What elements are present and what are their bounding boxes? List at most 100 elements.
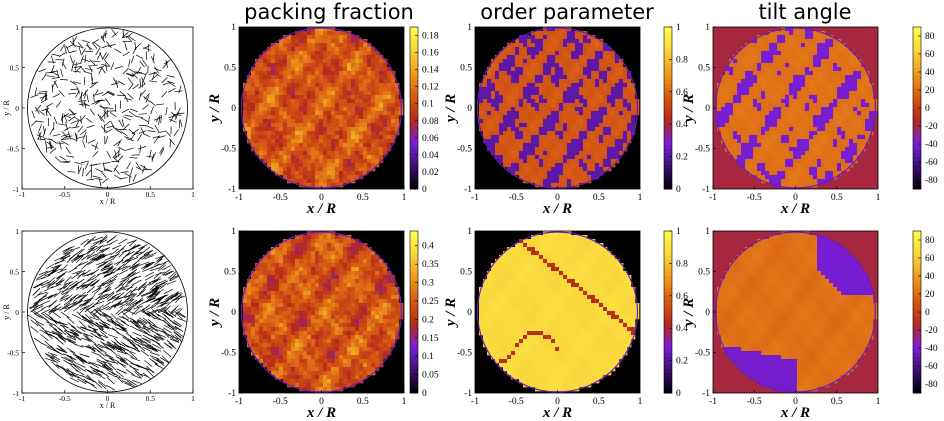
heatmap-cell <box>599 123 604 128</box>
heatmap-cell <box>363 127 368 132</box>
heatmap-cell <box>563 115 568 120</box>
heatmap-cell <box>507 51 512 56</box>
heatmap-cell <box>793 107 798 112</box>
heatmap-cell <box>255 151 260 156</box>
colorbar-step <box>664 79 672 85</box>
heatmap-cell <box>725 71 730 76</box>
heatmap-cell <box>575 151 580 156</box>
rod <box>164 294 174 301</box>
heatmap-cell <box>825 67 830 72</box>
heatmap-cell <box>809 87 814 92</box>
heatmap-cell <box>809 31 814 36</box>
rod <box>138 113 147 115</box>
heatmap-cell <box>359 83 364 88</box>
heatmap-cell <box>631 87 636 92</box>
rod <box>98 381 107 389</box>
heatmap-cell <box>849 95 854 100</box>
heatmap-cell <box>733 103 738 108</box>
heatmap-cell <box>793 183 798 188</box>
heatmap-cell <box>749 103 754 108</box>
rod <box>124 172 132 178</box>
heatmap-cell <box>483 83 488 88</box>
heatmap-cell <box>527 67 532 72</box>
heatmap-cell <box>495 131 500 136</box>
heatmap-cell <box>279 139 284 144</box>
rod <box>73 66 82 68</box>
heatmap-cell <box>821 67 826 72</box>
heatmap-cell <box>857 59 862 64</box>
heatmap-cell <box>551 83 556 88</box>
heatmap-cell <box>821 91 826 96</box>
heatmap-cell <box>299 127 304 132</box>
heatmap-cell <box>563 111 568 116</box>
heatmap-cell <box>627 87 632 92</box>
heatmap-cell <box>837 115 842 120</box>
rod <box>91 101 99 105</box>
heatmap-cell <box>291 143 296 148</box>
heatmap-cell <box>579 119 584 124</box>
heatmap-cell <box>797 107 802 112</box>
heatmap-cell <box>343 35 348 40</box>
rod <box>172 295 181 302</box>
heatmap-cell <box>311 147 316 152</box>
heatmap-cell <box>295 111 300 116</box>
rod <box>128 68 136 74</box>
heatmap-cell <box>853 135 858 140</box>
heatmap-cell <box>631 103 636 108</box>
heatmap-cell <box>599 43 604 48</box>
rod <box>46 75 55 78</box>
heatmap-cell <box>511 143 516 148</box>
heatmap-cell <box>611 135 616 140</box>
heatmap-cell <box>379 151 384 156</box>
heatmap-cell <box>283 135 288 140</box>
heatmap-cell <box>271 131 276 136</box>
rod <box>140 126 145 135</box>
heatmap-cell <box>861 71 866 76</box>
heatmap-cell <box>343 167 348 172</box>
heatmap-cell <box>575 103 580 108</box>
heatmap-cell <box>279 171 284 176</box>
heatmap-cell <box>523 91 528 96</box>
heatmap-cell <box>801 27 806 32</box>
heatmap-cell <box>861 103 866 108</box>
heatmap-cell <box>729 79 734 84</box>
heatmap-cell <box>507 151 512 156</box>
heatmap-cell <box>247 87 252 92</box>
heatmap-cell <box>555 51 560 56</box>
heatmap-cell <box>551 39 556 44</box>
heatmap-cell <box>535 143 540 148</box>
heatmap-cell <box>379 59 384 64</box>
heatmap-cell <box>259 111 264 116</box>
heatmap-cell <box>243 127 248 132</box>
heatmap-cell <box>503 123 508 128</box>
rod <box>135 162 141 170</box>
heatmap-cell <box>607 111 612 116</box>
heatmap-cell <box>279 151 284 156</box>
heatmap-cell <box>567 63 572 68</box>
heatmap-cell <box>849 127 854 132</box>
heatmap-cell <box>725 119 730 124</box>
heatmap-cell <box>729 67 734 72</box>
rod <box>121 278 130 287</box>
heatmap-cell <box>753 99 758 104</box>
heatmap-cell <box>491 99 496 104</box>
heatmap-cell <box>745 147 750 152</box>
heatmap-cell <box>575 163 580 168</box>
heatmap-cell <box>745 75 750 80</box>
heatmap-cell <box>845 135 850 140</box>
heatmap-cell <box>615 75 620 80</box>
rod <box>110 62 115 71</box>
rod <box>80 360 91 365</box>
heatmap-cell <box>789 131 794 136</box>
heatmap-cell <box>813 51 818 56</box>
heatmap-cell <box>599 91 604 96</box>
heatmap-cell <box>849 143 854 148</box>
heatmap-cell <box>765 47 770 52</box>
heatmap-cell <box>555 99 560 104</box>
rod <box>115 370 124 378</box>
heatmap-cell <box>527 43 532 48</box>
heatmap-cell <box>563 71 568 76</box>
heatmap-cell <box>335 111 340 116</box>
heatmap-cell <box>567 167 572 172</box>
rod <box>134 41 137 51</box>
